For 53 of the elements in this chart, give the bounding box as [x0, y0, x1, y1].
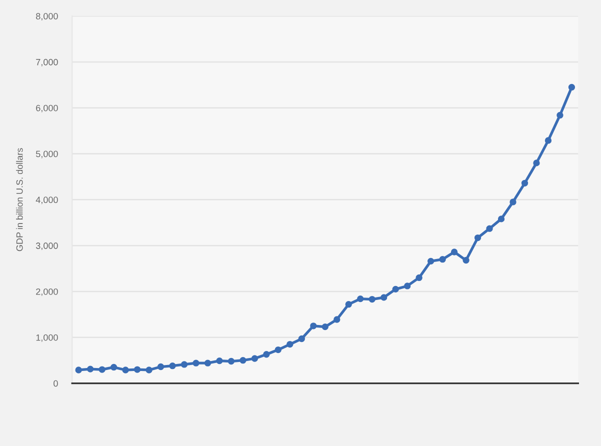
point: [298, 335, 305, 342]
point: [263, 351, 270, 358]
point: [122, 366, 129, 374]
point: [474, 234, 482, 242]
point: [251, 355, 258, 362]
point: [427, 258, 434, 265]
point: [157, 363, 164, 370]
point: [510, 198, 516, 206]
point: [192, 360, 200, 366]
point: [450, 248, 458, 256]
y-tick-label: 2,000: [36, 288, 58, 296]
point: [533, 160, 540, 166]
point: [404, 282, 411, 290]
point: [180, 361, 188, 368]
point: [462, 256, 470, 264]
y-tick-label: 4,000: [36, 196, 58, 204]
point: [75, 366, 82, 374]
point: [86, 366, 94, 372]
point: [345, 301, 352, 308]
point: [544, 137, 552, 144]
point: [274, 346, 282, 354]
point: [498, 216, 505, 222]
point: [357, 295, 364, 302]
y-tick-label: 7,000: [36, 58, 58, 66]
y-tick-label: 0: [54, 380, 58, 387]
point: [486, 225, 493, 232]
point: [134, 366, 141, 373]
point: [240, 357, 246, 364]
point: [334, 316, 340, 323]
point: [98, 366, 106, 373]
point: [368, 296, 376, 303]
point: [439, 256, 446, 263]
point: [416, 274, 422, 282]
point: [380, 294, 388, 301]
point: [110, 364, 118, 371]
y-axis-title: GDP in billion U.S. dollars: [16, 148, 23, 252]
point: [228, 358, 235, 365]
y-tick-label: 6,000: [36, 104, 58, 112]
y-tick-label: 5,000: [36, 150, 58, 158]
point: [310, 322, 317, 330]
point: [322, 323, 328, 330]
y-tick-label: 1,000: [36, 334, 58, 342]
point: [286, 340, 294, 348]
point: [392, 286, 399, 293]
point: [146, 366, 152, 374]
point: [556, 112, 564, 119]
y-tick-label: 3,000: [36, 242, 58, 250]
point: [169, 362, 176, 370]
point: [521, 180, 528, 186]
point: [216, 357, 223, 364]
y-tick-label: 8,000: [36, 13, 58, 20]
point: [568, 84, 576, 91]
point: [204, 360, 212, 366]
